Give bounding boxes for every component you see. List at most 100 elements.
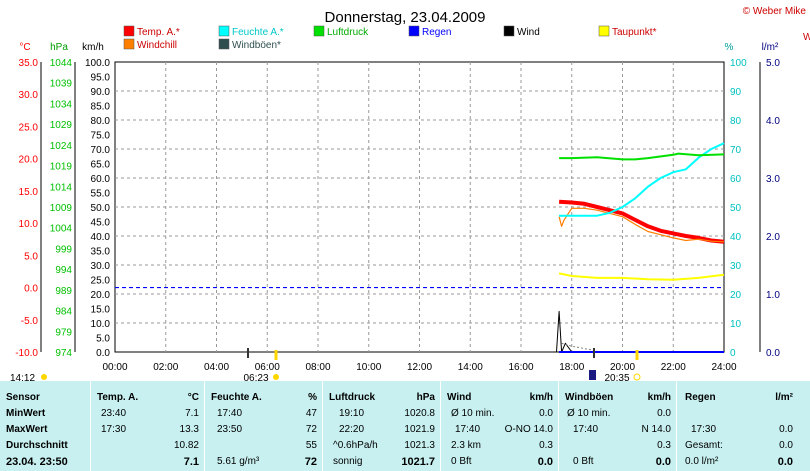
pressure-min-value: 1020.8 (404, 408, 435, 419)
humidity-unit: % (308, 392, 317, 403)
statistics-table: Sensor MinWert MaxWert Durchschnitt 23.0… (0, 381, 810, 471)
speed-tick-label: 95.0 (91, 73, 111, 84)
legend-label-2: Luftdruck (327, 27, 369, 38)
pressure-current-value: 1021.7 (401, 456, 435, 468)
rain-max-time: 17:30 (691, 424, 717, 435)
temp-tick-label: 15.0 (19, 187, 39, 198)
pressure-tick-label: 999 (55, 244, 72, 255)
speed-tick-label: 15.0 (91, 305, 111, 316)
pressure-tick-label: 1014 (50, 182, 73, 193)
wind-run: 2.3 km (451, 440, 482, 451)
legend-swatch-7 (218, 38, 230, 50)
temp-tick-label: 25.0 (19, 122, 39, 133)
temp-tick-label: 30.0 (19, 90, 39, 101)
temp-tick-label: -5.0 (21, 316, 39, 327)
humidity-min-value: 47 (305, 408, 317, 419)
humidity-current-value: 72 (304, 456, 317, 468)
legend-label-1: Feuchte A.* (232, 27, 284, 38)
humidity-column: Feuchte A. % 17:40 47 23:50 72 55 5.61 g… (204, 381, 323, 471)
temp-tick-label: -10.0 (15, 348, 38, 359)
gust-min-label: Ø 10 min. (567, 408, 611, 419)
legend-label-0: Temp. A.* (137, 27, 180, 38)
gust-max-time: 17:40 (573, 424, 599, 435)
chart-title: Donnerstag, 23.04.2009 (325, 9, 486, 26)
rain-tick-label: 3.0 (766, 174, 780, 185)
series-line-2 (559, 142, 725, 217)
temp-max-time: 17:30 (101, 424, 127, 435)
pressure-tick-label: 974 (55, 348, 72, 359)
legend-label-3: Regen (422, 27, 451, 38)
percent-tick-label: 30 (730, 261, 742, 272)
x-tick-label: 02:00 (153, 362, 178, 373)
series-line-1 (558, 207, 725, 243)
pressure-tick-label: 1034 (50, 99, 73, 110)
rain-total-value: 0.0 (779, 440, 793, 451)
speed-tick-label: 10.0 (91, 319, 111, 330)
x-tick-label: 18:00 (559, 362, 584, 373)
wind-max-time: 17:40 (455, 424, 481, 435)
speed-tick-label: 80.0 (91, 116, 111, 127)
sunrise-sun-icon (273, 374, 279, 380)
humidity-abs: 5.61 g/m³ (217, 456, 260, 467)
x-tick-label: 08:00 (305, 362, 330, 373)
percent-tick-label: 20 (730, 290, 742, 301)
percent-tick-label: 70 (730, 145, 742, 156)
percent-tick-label: 10 (730, 319, 742, 330)
rain-tick-label: 0.0 (766, 348, 780, 359)
wind-unit: km/h (529, 392, 553, 403)
x-tick-label: 12:00 (407, 362, 432, 373)
row-label-avg: Durchschnitt (6, 440, 68, 451)
rain-column: Regen l/m² 17:30 0.0 Gesamt: 0.0 0.0 l/m… (676, 381, 810, 471)
legend-swatch-2 (313, 25, 325, 37)
gust-current-value: 0.0 (655, 456, 671, 468)
speed-tick-label: 40.0 (91, 232, 111, 243)
humidity-max-time: 23:50 (217, 424, 243, 435)
pressure-avg-value: 1021.3 (404, 440, 435, 451)
wind-avg-value: 0.3 (539, 440, 553, 451)
pressure-tick-label: 1019 (50, 162, 73, 173)
speed-tick-label: 85.0 (91, 102, 111, 113)
gust-bft: 0 Bft (573, 456, 594, 467)
percent-tick-label: 40 (730, 232, 742, 243)
pressure-tick-label: 989 (55, 286, 72, 297)
rain-tick-label: 1.0 (766, 290, 780, 301)
legend-swatch-1 (218, 25, 230, 37)
legend-label-7: Windböen* (232, 40, 281, 51)
sensor-header: Sensor (6, 392, 40, 403)
row-label-max: MaxWert (6, 424, 48, 435)
temp-header: Temp. A. (97, 392, 139, 403)
wind-header: Wind (447, 392, 472, 403)
temp-axis-unit: °C (19, 42, 30, 53)
gust-avg-value: 0.3 (657, 440, 671, 451)
percent-tick-label: 60 (730, 174, 742, 185)
gust-column: Windböen km/h Ø 10 min. 0.0 17:40 N 14.0… (558, 381, 677, 471)
day-start-sun-icon (41, 374, 47, 380)
x-tick-label: 10:00 (356, 362, 381, 373)
temp-column: Temp. A. °C 23:40 7.1 17:30 13.3 10.82 7… (90, 381, 205, 471)
legend-swatch-6 (123, 38, 135, 50)
temp-unit: °C (187, 392, 199, 403)
temp-min-value: 7.1 (185, 408, 199, 419)
gust-header: Windböen (565, 392, 614, 403)
rain-max-value: 0.0 (779, 424, 793, 435)
humidity-avg-value: 55 (305, 440, 317, 451)
pressure-column: Luftdruck hPa 19:10 1020.8 22:20 1021.9 … (322, 381, 441, 471)
x-tick-label: 04:00 (204, 362, 229, 373)
x-tick-label: 20:00 (610, 362, 635, 373)
pressure-tick-label: 1024 (50, 141, 73, 152)
temp-tick-label: 10.0 (19, 219, 39, 230)
x-tick-label: 16:00 (508, 362, 533, 373)
speed-tick-label: 35.0 (91, 247, 111, 258)
pressure-min-time: 19:10 (339, 408, 365, 419)
credit-label: © Weber Mike (743, 6, 807, 17)
speed-tick-label: 55.0 (91, 189, 111, 200)
pressure-tick-label: 979 (55, 327, 72, 338)
percent-tick-label: 50 (730, 203, 742, 214)
gust-min-value: 0.0 (657, 408, 671, 419)
wind-bft: 0 Bft (451, 456, 472, 467)
humidity-header: Feuchte A. (211, 392, 262, 403)
legend-swatch-4 (503, 25, 515, 37)
pressure-tick-label: 994 (55, 265, 72, 276)
speed-tick-label: 0.0 (96, 348, 110, 359)
legend-label-4: Wind (517, 27, 540, 38)
